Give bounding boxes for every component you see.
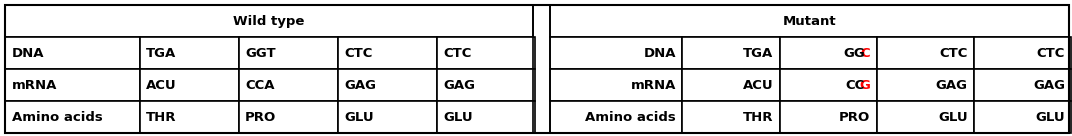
Text: CTC: CTC: [939, 47, 968, 60]
Bar: [338, 69, 436, 101]
Text: THR: THR: [146, 111, 177, 124]
Text: GGT: GGT: [245, 47, 276, 60]
Bar: [5, 69, 139, 101]
Bar: [5, 5, 533, 37]
Text: DNA: DNA: [12, 47, 44, 60]
Text: TGA: TGA: [146, 47, 177, 60]
Bar: [5, 37, 139, 69]
Text: Amino acids: Amino acids: [12, 111, 103, 124]
Text: CTC: CTC: [443, 47, 472, 60]
Text: ACU: ACU: [743, 79, 773, 92]
Bar: [550, 101, 682, 133]
Text: TGA: TGA: [743, 47, 773, 60]
Bar: [779, 69, 877, 101]
Bar: [338, 37, 436, 69]
Text: GLU: GLU: [443, 111, 473, 124]
Bar: [877, 69, 974, 101]
Text: THR: THR: [743, 111, 773, 124]
Bar: [779, 37, 877, 69]
Bar: [239, 101, 338, 133]
Bar: [436, 69, 535, 101]
Bar: [550, 69, 682, 101]
Bar: [338, 101, 436, 133]
Bar: [877, 101, 974, 133]
Bar: [550, 5, 1069, 37]
Text: PRO: PRO: [245, 111, 277, 124]
Text: PRO: PRO: [839, 111, 870, 124]
Bar: [139, 69, 239, 101]
Bar: [436, 37, 535, 69]
Text: mRNA: mRNA: [630, 79, 675, 92]
Bar: [974, 37, 1071, 69]
Text: CTC: CTC: [344, 47, 372, 60]
Bar: [550, 37, 682, 69]
Text: G: G: [860, 79, 870, 92]
Bar: [139, 37, 239, 69]
Bar: [682, 37, 779, 69]
Text: GG: GG: [843, 47, 865, 60]
Text: CTC: CTC: [1037, 47, 1064, 60]
Text: GAG: GAG: [936, 79, 968, 92]
Bar: [436, 101, 535, 133]
Text: GAG: GAG: [344, 79, 376, 92]
Text: Amino acids: Amino acids: [585, 111, 675, 124]
Text: GAG: GAG: [443, 79, 475, 92]
Text: DNA: DNA: [643, 47, 675, 60]
Bar: [974, 101, 1071, 133]
Text: ACU: ACU: [146, 79, 177, 92]
Text: CCA: CCA: [245, 79, 274, 92]
Bar: [239, 69, 338, 101]
Bar: [974, 69, 1071, 101]
Text: Wild type: Wild type: [234, 15, 304, 28]
Bar: [779, 101, 877, 133]
Text: GLU: GLU: [1036, 111, 1064, 124]
Bar: [682, 69, 779, 101]
Text: C: C: [861, 47, 870, 60]
Text: GLU: GLU: [938, 111, 968, 124]
Text: CC: CC: [846, 79, 865, 92]
Bar: [682, 101, 779, 133]
Bar: [239, 37, 338, 69]
Bar: [5, 101, 139, 133]
Text: mRNA: mRNA: [12, 79, 57, 92]
Bar: [139, 101, 239, 133]
Text: GLU: GLU: [344, 111, 374, 124]
Text: GAG: GAG: [1033, 79, 1064, 92]
Bar: [877, 37, 974, 69]
Text: Mutant: Mutant: [783, 15, 836, 28]
